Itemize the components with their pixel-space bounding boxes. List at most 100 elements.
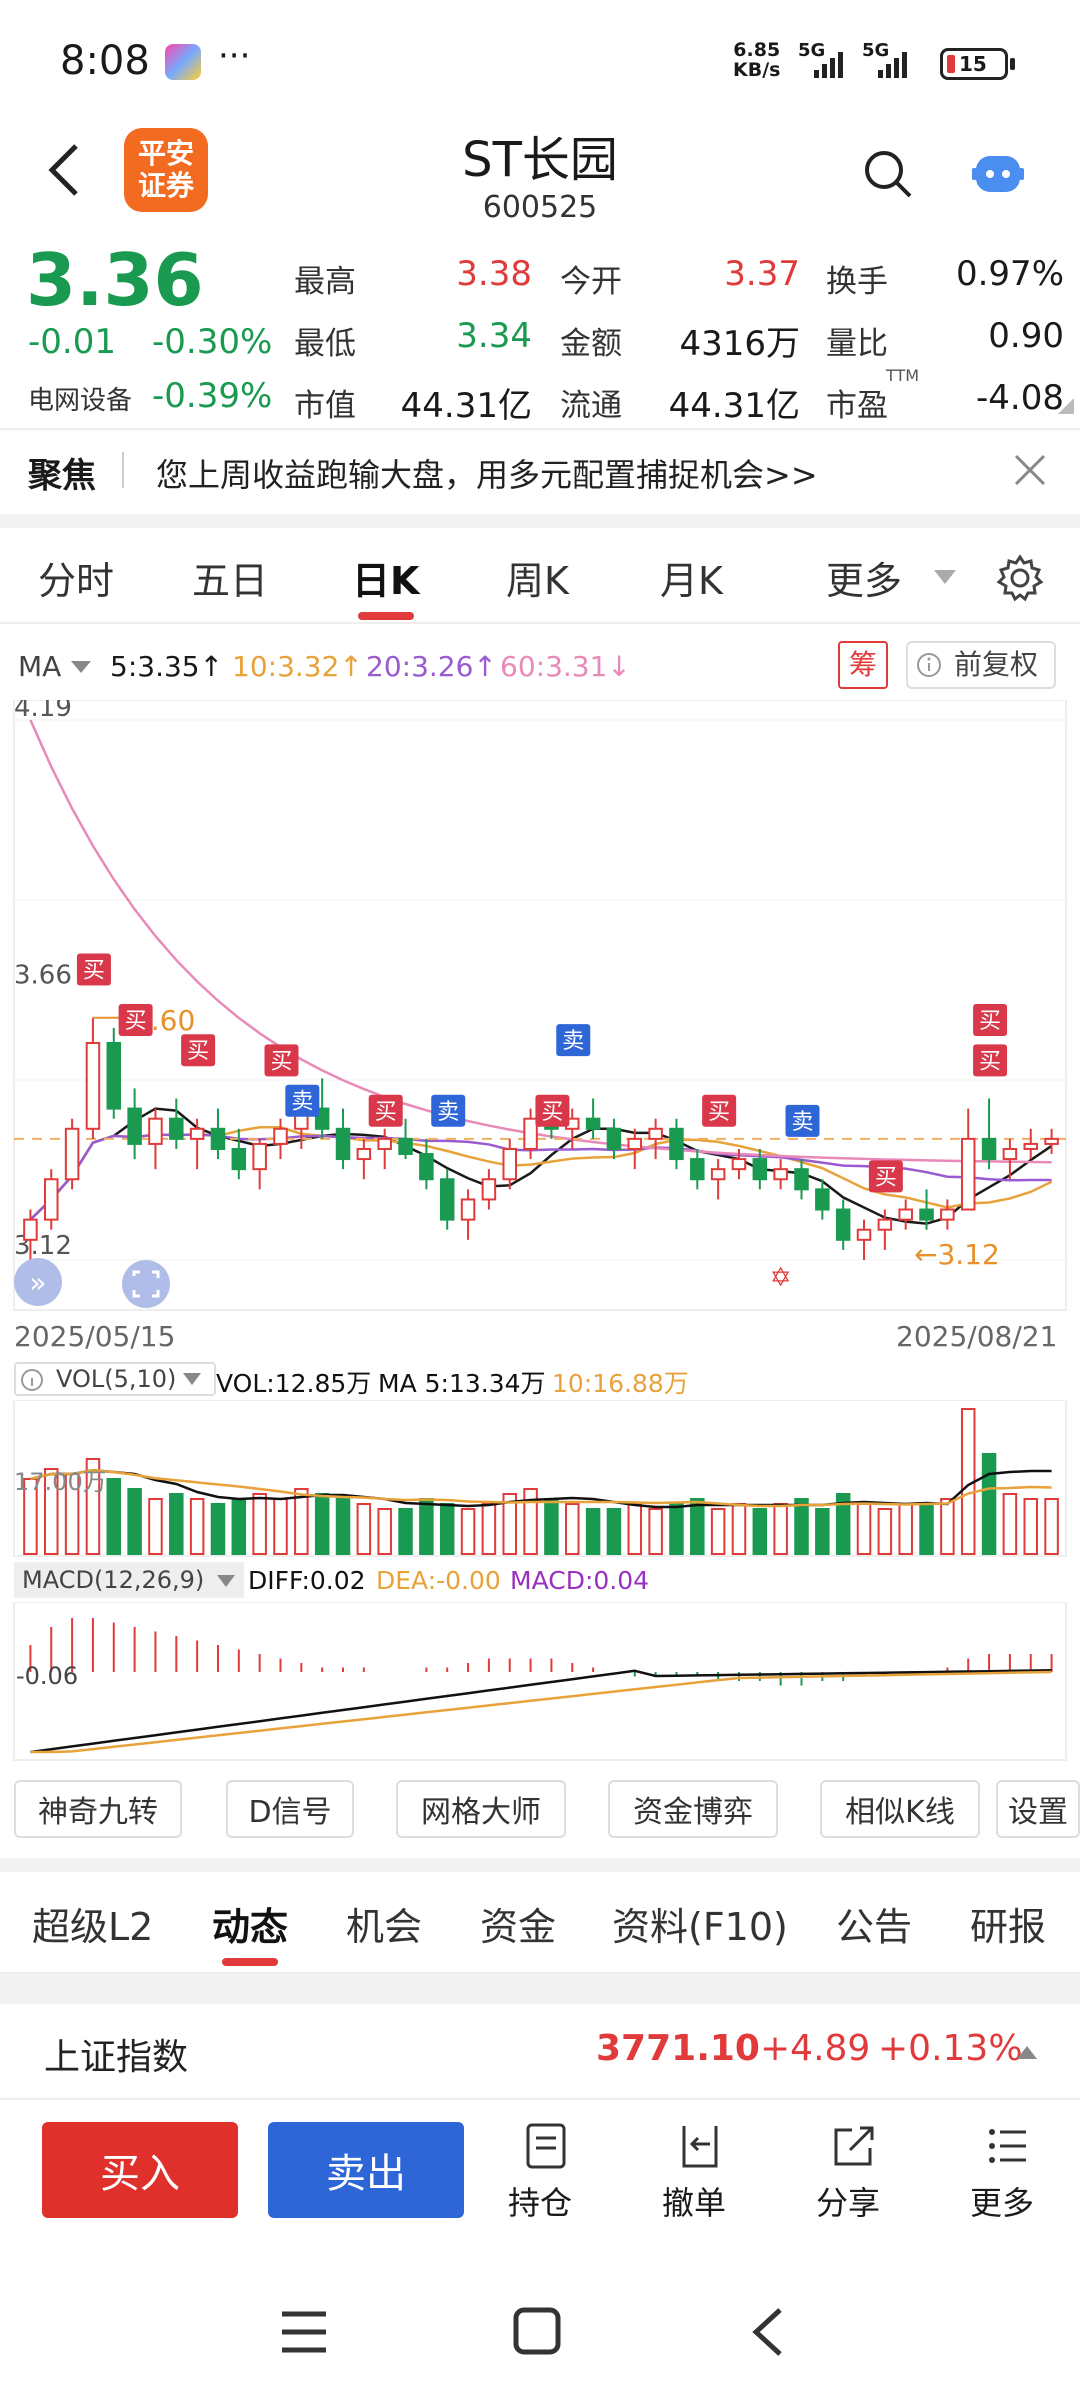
tab-opportunity[interactable]: 机会	[346, 1905, 423, 1949]
vol-ma5: MA 5:13.34万	[378, 1369, 546, 1398]
candle-body	[1044, 1137, 1059, 1145]
tab-weekly-k[interactable]: 周K	[506, 559, 569, 603]
candle-body	[690, 1158, 705, 1181]
vol-ylabel: 17.00万	[14, 1468, 107, 1496]
signal-label: 卖	[291, 1090, 313, 1115]
volume-bar	[189, 1498, 205, 1555]
share-button[interactable]: 分享	[804, 2116, 904, 2226]
chip-button[interactable]: 筹	[838, 641, 888, 689]
candle-body	[856, 1228, 872, 1241]
candle-body	[419, 1153, 434, 1181]
candle-body	[210, 1127, 226, 1150]
tool-nine-turn[interactable]: 神奇九转	[14, 1780, 182, 1838]
focus-banner[interactable]: 聚焦 您上周收益跑输大盘，用多元配置捕捉机会>>	[0, 428, 1080, 514]
caret-up-icon[interactable]	[1016, 2044, 1038, 2060]
signal-label: 买	[270, 1049, 292, 1074]
robot-assistant-icon[interactable]	[970, 146, 1026, 202]
expand-corner-icon[interactable]	[1058, 398, 1074, 414]
adjust-button[interactable]: 前复权	[906, 641, 1056, 689]
candle-body	[502, 1147, 517, 1181]
ma-label[interactable]: MA	[18, 650, 62, 683]
more-label: 更多	[970, 2184, 1035, 2222]
signal-badge	[973, 1003, 1008, 1036]
nav-back-icon[interactable]	[748, 2306, 788, 2358]
candle-body	[731, 1158, 747, 1171]
battery-icon: 15	[940, 48, 1008, 80]
info-tab-underline	[222, 1958, 278, 1966]
back-icon[interactable]	[46, 142, 82, 198]
macd-dropdown-icon[interactable]	[216, 1574, 236, 1588]
tab-intraday[interactable]: 分时	[38, 559, 115, 603]
index-ticker[interactable]: 上证指数 3771.10 +4.89 +0.13%	[0, 2004, 1080, 2100]
signal-label: 买	[541, 1100, 563, 1125]
candle-body	[44, 1178, 59, 1221]
dropdown-icon[interactable]	[932, 568, 958, 586]
search-icon[interactable]	[862, 148, 914, 200]
candle-body	[273, 1127, 288, 1145]
buy-button[interactable]: 买入	[42, 2122, 238, 2218]
focus-text[interactable]: 您上周收益跑输大盘，用多元配置捕捉机会>>	[156, 456, 818, 494]
pe-label: 市盈	[826, 388, 888, 424]
y-axis-label: 4.19	[14, 700, 72, 723]
broker-logo: 平安 证券	[124, 128, 208, 212]
tab-daily-k[interactable]: 日K	[352, 559, 420, 603]
vol-ma10-line	[30, 1468, 1052, 1508]
tab-level2[interactable]: 超级L2	[32, 1905, 154, 1949]
volume-bar	[794, 1498, 809, 1555]
volratio-label: 量比	[826, 326, 888, 362]
sell-button[interactable]: 卖出	[268, 2122, 464, 2218]
macd-chart[interactable]	[0, 1602, 1080, 1762]
tab-research[interactable]: 研报	[970, 1905, 1047, 1949]
ma-dropdown-icon[interactable]	[70, 660, 92, 674]
candle-body	[23, 1218, 38, 1241]
event-star-icon: ✡	[770, 1263, 792, 1293]
candle-body	[627, 1137, 643, 1150]
candle-body	[1023, 1142, 1038, 1150]
tool-fund-game[interactable]: 资金博弈	[608, 1780, 778, 1838]
turnover-value: 0.97%	[955, 254, 1064, 294]
volume-bar	[169, 1493, 184, 1555]
cancel-order-button[interactable]: 撤单	[650, 2116, 750, 2226]
vol-indicator-button[interactable]: VOL(5,10)	[14, 1362, 217, 1396]
candle-body	[85, 1041, 101, 1130]
section-gap-2	[0, 1858, 1080, 1872]
more-button[interactable]: 更多	[958, 2116, 1058, 2226]
stock-code: 600525	[482, 190, 598, 225]
candlestick-chart[interactable]: 4.193.663.123.60←3.12买买买 买卖买卖买卖买 卖买买买✡»	[0, 700, 1080, 1360]
volume-bar	[481, 1503, 497, 1555]
focus-divider	[122, 452, 124, 488]
volume-bar	[690, 1498, 705, 1555]
tab-monthly-k[interactable]: 月K	[660, 559, 723, 603]
start-date: 2025/05/15	[14, 1320, 176, 1353]
macd-indicator-button[interactable]: MACD(12,26,9)	[14, 1562, 245, 1598]
tool-similar-k[interactable]: 相似K线	[820, 1780, 980, 1838]
menu-icon[interactable]	[280, 2310, 328, 2354]
signal-label: 买	[708, 1100, 730, 1125]
tab-funds[interactable]: 资金	[480, 1905, 557, 1949]
signal-icon	[814, 52, 843, 78]
candle-body	[710, 1168, 726, 1181]
candle-body	[377, 1137, 392, 1150]
signal-label: 卖	[437, 1100, 459, 1125]
tab-five-day[interactable]: 五日	[192, 559, 269, 603]
ma60-line	[29, 719, 1052, 1164]
home-icon[interactable]	[512, 2306, 562, 2356]
tool-d-signal[interactable]: D信号	[226, 1780, 354, 1838]
volume-chart[interactable]	[0, 1400, 1080, 1558]
gear-icon[interactable]	[996, 554, 1044, 602]
chart-frame	[13, 700, 1067, 1311]
vol-dropdown-icon[interactable]	[182, 1372, 202, 1386]
buy-signal: 买	[76, 953, 111, 986]
tab-news[interactable]: 动态	[212, 1905, 289, 1949]
sector-name[interactable]: 电网设备	[28, 386, 133, 416]
volume-bar	[981, 1453, 997, 1555]
tool-settings[interactable]: 设置	[996, 1780, 1080, 1838]
candle-body	[960, 1137, 976, 1211]
tab-f10[interactable]: 资料(F10)	[612, 1905, 788, 1949]
tab-more[interactable]: 更多	[826, 559, 903, 603]
close-icon[interactable]	[1012, 452, 1048, 488]
hold-button[interactable]: 持仓	[496, 2116, 596, 2226]
tool-grid-master[interactable]: 网格大师	[396, 1780, 566, 1838]
system-nav-bar	[0, 2260, 1080, 2400]
tab-announcement[interactable]: 公告	[836, 1905, 913, 1949]
